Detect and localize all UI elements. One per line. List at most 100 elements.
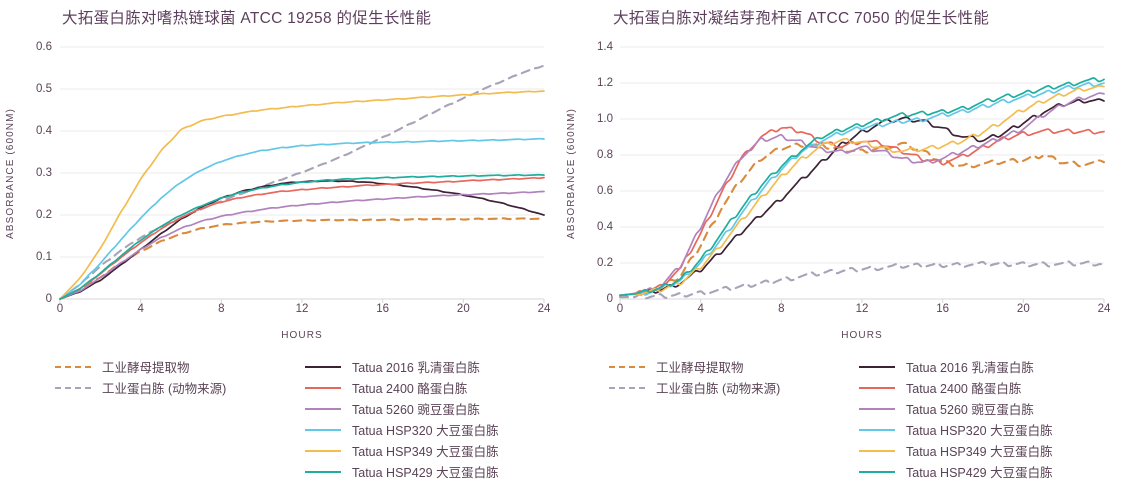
legend-label: Tatua HSP429 大豆蛋白胨	[352, 466, 499, 480]
series-line	[618, 260, 1106, 300]
x-tick-label: 24	[1097, 303, 1111, 315]
x-tick-label: 16	[376, 303, 390, 315]
legend-label: Tatua HSP349 大豆蛋白胨	[352, 445, 499, 459]
legend-label: Tatua HSP349 大豆蛋白胨	[906, 445, 1053, 459]
legend-line-swatch-icon	[305, 365, 341, 368]
y-tick-label: 0.5	[36, 83, 52, 95]
legend-item[interactable]: Tatua 2016 乳清蛋白胨	[859, 356, 1053, 377]
y-tick-label: 1.4	[597, 41, 613, 53]
y-axis-ticks: 0 0.2 0.4 0.6 0.8 1.0 1.2 1.4	[561, 41, 613, 305]
x-tick-label: 8	[778, 303, 785, 315]
y-tick-label: 0.4	[597, 221, 613, 233]
y-tick-label: 0.6	[597, 185, 613, 197]
series-line	[619, 77, 1105, 297]
legend-label: Tatua HSP320 大豆蛋白胨	[906, 424, 1053, 438]
series-line	[59, 176, 545, 300]
legend-line-swatch-icon	[305, 428, 341, 431]
legend-line-swatch-icon	[305, 386, 341, 389]
x-tick-label: 4	[697, 303, 704, 315]
series-line	[618, 141, 1106, 297]
legend-label: Tatua 5260 豌豆蛋白胨	[352, 403, 480, 417]
legend-column-solid: Tatua 2016 乳清蛋白胨 Tatua 2400 酪蛋白胨 Tatua 526…	[305, 356, 499, 482]
series-line	[58, 64, 546, 301]
y-tick-label: 0.8	[597, 149, 613, 161]
legend: 工业酵母提取物 工业蛋白胨 (动物来源) Tatua 2016 乳清蛋白胨 Tatu…	[0, 356, 561, 480]
y-tick-label: 0.2	[597, 257, 613, 269]
chart-title: 大拓蛋白胨对嗜热链球菌 ATCC 19258 的促生长性能	[62, 10, 432, 27]
legend-line-swatch-icon	[859, 407, 895, 410]
x-tick-label: 0	[56, 303, 64, 315]
legend-item[interactable]: Tatua HSP429 大豆蛋白胨	[859, 461, 1053, 482]
legend-item[interactable]: Tatua 2400 酪蛋白胨	[859, 377, 1053, 398]
x-axis-ticks: 0 4 8 12 16 20 24	[616, 303, 1111, 323]
legend-item[interactable]: Tatua 2400 酪蛋白胨	[305, 377, 499, 398]
x-axis-label: HOURS	[281, 330, 323, 341]
legend-label: Tatua 2400 酪蛋白胨	[352, 382, 468, 396]
x-axis-ticks: 0 4 8 12 16 20 24	[56, 303, 551, 323]
x-tick-label: 24	[537, 303, 551, 315]
legend-item[interactable]: Tatua HSP320 大豆蛋白胨	[859, 419, 1053, 440]
y-tick-label: 0.3	[36, 167, 52, 179]
legend-dashed-swatch-icon	[55, 386, 91, 389]
legend-dashed-swatch-icon	[609, 386, 645, 389]
legend-item[interactable]: 工业酵母提取物	[609, 356, 780, 377]
legend-column-solid: Tatua 2016 乳清蛋白胨 Tatua 2400 酪蛋白胨 Tatua 526…	[859, 356, 1053, 482]
series-line	[59, 173, 545, 300]
legend-item[interactable]: 工业蛋白胨 (动物来源)	[55, 377, 226, 398]
x-tick-label: 8	[218, 303, 225, 315]
legend-item[interactable]: Tatua 5260 豌豆蛋白胨	[859, 398, 1053, 419]
legend-label: 工业酵母提取物	[656, 361, 744, 375]
legend-item[interactable]: Tatua 2016 乳清蛋白胨	[305, 356, 499, 377]
legend-column-dashed: 工业酵母提取物工业蛋白胨 (动物来源)	[609, 356, 780, 398]
legend-item[interactable]: Tatua HSP320 大豆蛋白胨	[305, 419, 499, 440]
series-line	[59, 179, 545, 300]
legend-line-swatch-icon	[859, 386, 895, 389]
legend-label: 工业酵母提取物	[102, 361, 190, 375]
chart-panel-bacillus-coagulans: 大拓蛋白胨对凝结芽孢杆菌 ATCC 7050 的促生长性能 ABSORBANCE…	[561, 0, 1122, 480]
y-tick-label: 1.2	[597, 77, 613, 89]
chart-title: 大拓蛋白胨对凝结芽孢杆菌 ATCC 7050 的促生长性能	[613, 10, 990, 27]
x-tick-label: 0	[616, 303, 624, 315]
legend-line-swatch-icon	[305, 470, 341, 473]
legend-label: Tatua 2016 乳清蛋白胨	[906, 361, 1034, 375]
legend-item[interactable]: Tatua HSP429 大豆蛋白胨	[305, 461, 499, 482]
legend-column-dashed: 工业酵母提取物工业蛋白胨 (动物来源)	[55, 356, 226, 398]
x-tick-label: 4	[137, 303, 144, 315]
plot-area	[618, 46, 1106, 303]
legend-label: Tatua 5260 豌豆蛋白胨	[906, 403, 1034, 417]
legend-label: 工业蛋白胨 (动物来源)	[102, 382, 227, 396]
legend-dashed-swatch-icon	[609, 365, 645, 368]
y-tick-label: 0.6	[36, 41, 52, 53]
y-tick-label: 0.2	[36, 209, 52, 221]
legend: 工业酵母提取物 工业蛋白胨 (动物来源) Tatua 2016 乳清蛋白胨 Tatu…	[561, 356, 1122, 480]
legend-line-swatch-icon	[859, 365, 895, 368]
legend-line-swatch-icon	[859, 428, 895, 431]
series-line	[619, 81, 1105, 297]
series-line	[59, 90, 545, 300]
legend-item[interactable]: 工业蛋白胨 (动物来源)	[609, 377, 780, 398]
legend-item[interactable]: 工业酵母提取物	[55, 356, 226, 377]
x-tick-label: 12	[295, 303, 309, 315]
legend-line-swatch-icon	[305, 449, 341, 452]
legend-item[interactable]: Tatua HSP349 大豆蛋白胨	[305, 440, 499, 461]
legend-item[interactable]: Tatua HSP349 大豆蛋白胨	[859, 440, 1053, 461]
x-tick-label: 20	[456, 303, 470, 315]
x-tick-label: 20	[1016, 303, 1030, 315]
plot-area	[58, 46, 546, 303]
series-line	[59, 137, 545, 300]
series-line	[58, 217, 546, 301]
y-tick-label: 0.1	[36, 251, 52, 263]
legend-line-swatch-icon	[859, 449, 895, 452]
y-axis-ticks: 0 0.1 0.2 0.3 0.4 0.5 0.6	[0, 41, 52, 305]
x-tick-label: 12	[855, 303, 869, 315]
legend-line-swatch-icon	[305, 407, 341, 410]
legend-label: Tatua HSP429 大豆蛋白胨	[906, 466, 1053, 480]
y-tick-label: 1.0	[597, 113, 613, 125]
series-line	[619, 92, 1105, 297]
legend-item[interactable]: Tatua 5260 豌豆蛋白胨	[305, 398, 499, 419]
y-tick-label: 0	[45, 293, 52, 305]
x-tick-label: 16	[936, 303, 950, 315]
y-tick-label: 0	[606, 293, 613, 305]
legend-label: Tatua 2400 酪蛋白胨	[906, 382, 1022, 396]
